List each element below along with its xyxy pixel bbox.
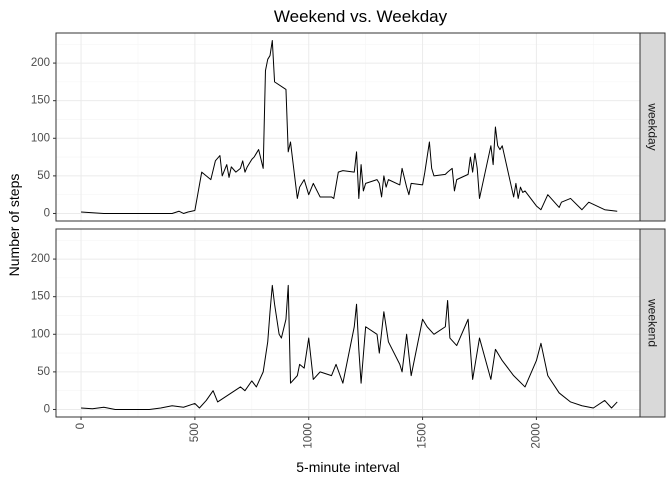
x-tick-label: 1000 [303, 423, 315, 449]
facet-strip [639, 228, 666, 418]
chart-title: Weekend vs. Weekday [274, 7, 448, 26]
panel-border [55, 32, 641, 222]
y-tick-label: 150 [31, 95, 50, 107]
y-tick-label: 100 [31, 132, 50, 144]
facet-strip [639, 32, 666, 222]
facet-strip-label: weekday [646, 102, 660, 150]
y-axis-title: Number of steps [6, 174, 22, 277]
panel-weekend: weekend 0 50 100 150 200 [31, 228, 666, 418]
y-tick-label: 0 [44, 207, 50, 219]
series-line-weekend [81, 284, 618, 410]
x-tick-label: 1500 [417, 423, 429, 449]
x-axis-title: 5-minute interval [296, 459, 400, 475]
x-tick-label: 2000 [530, 423, 542, 449]
y-tick-label: 200 [31, 253, 50, 265]
panel-border [55, 228, 641, 418]
facet-panels: weekday 0 50 100 150 200 weekend 0 50 100 150 200 [31, 32, 666, 418]
y-tick-label: 150 [31, 291, 50, 303]
x-tick-label: 0 [75, 423, 87, 429]
x-axis: 0 500 1000 1500 2000 [75, 417, 542, 449]
y-tick-label: 0 [44, 403, 50, 415]
y-tick-label: 100 [31, 328, 50, 340]
facet-strip-label: weekend [646, 298, 660, 347]
y-tick-label: 50 [37, 170, 50, 182]
x-tick-label: 500 [189, 423, 201, 442]
y-tick-label: 50 [37, 366, 50, 378]
y-tick-label: 200 [31, 57, 50, 69]
panel-weekday: weekday 0 50 100 150 200 [31, 32, 666, 222]
series-line-weekday [81, 40, 618, 214]
